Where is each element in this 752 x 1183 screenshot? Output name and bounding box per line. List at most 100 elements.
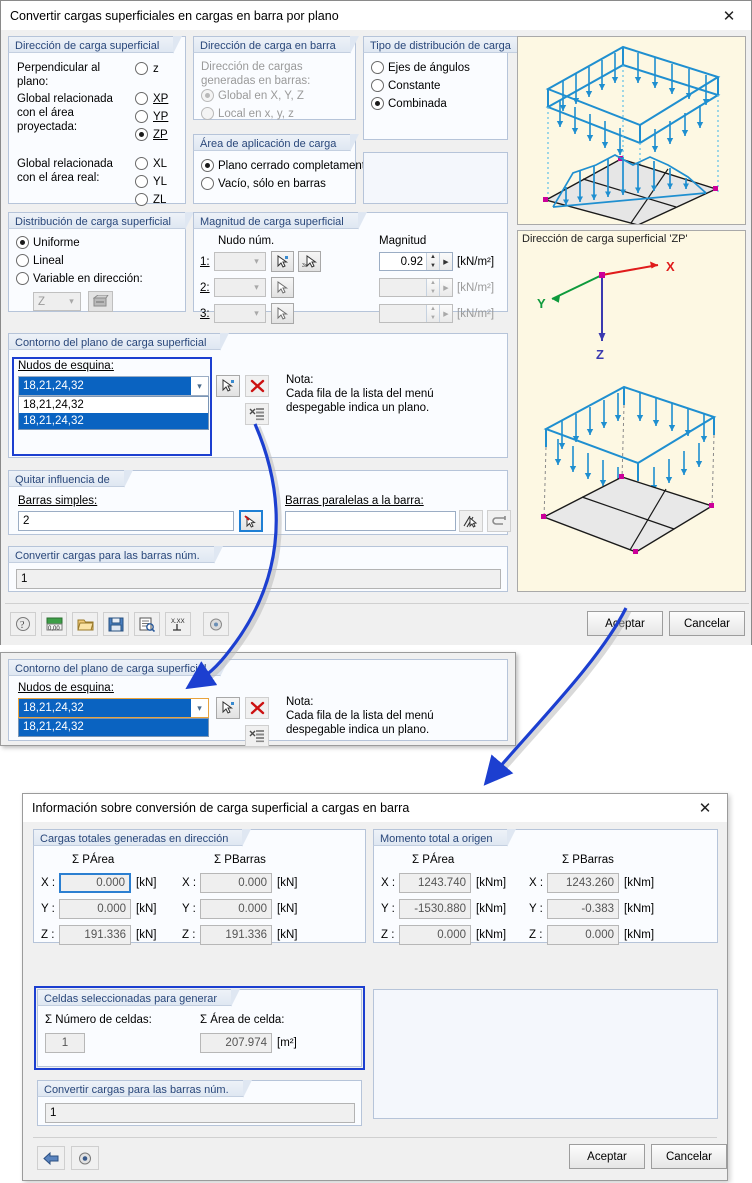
group-title: Celdas seleccionadas para generar [37,989,241,1007]
radio-linear[interactable] [16,254,29,267]
header-sum-p-members: Σ PBarras [214,853,266,867]
total-loads-z-members[interactable]: 191.336 [200,925,272,945]
svg-text:0,00: 0,00 [48,626,60,632]
units-decimals-icon[interactable]: X.XX [165,612,191,636]
cell-area-value[interactable]: 207.974 [200,1033,272,1053]
delete-list-row-icon[interactable] [245,403,269,425]
label-cell-area: Σ Área de celda: [200,1014,285,1026]
pick-node-icon[interactable] [271,251,294,272]
pick-parallel-members-icon[interactable] [459,510,483,532]
pick-nodes-icon[interactable] [216,375,240,397]
corner-nodes-value: 18,21,24,32 [19,377,191,395]
dropdown-item-0[interactable]: 18,21,24,32 [19,719,208,736]
total-moment-z-members[interactable]: 0.000 [547,925,619,945]
print-preview-icon[interactable] [134,612,160,636]
row-x-axis-label-2: X : [529,877,544,889]
row-2-index: 2: [200,282,210,294]
label-parallel-members: Barras paralelas a la barra: [285,495,424,507]
radio-angle-axes[interactable] [371,61,384,74]
pick-node-icon-3 [271,303,294,324]
corner-nodes-dropdown[interactable]: 18,21,24,32 18,21,24,32 [18,396,209,430]
pick-parallel-glyph [463,515,478,528]
total-moment-y-members[interactable]: -0.383 [547,899,619,919]
row-1-index: 1: [200,256,210,268]
total-moment-x-members[interactable]: 1243.260 [547,873,619,893]
note-line-2: despegable indica un plano. [286,724,430,736]
group-distribution-type: Tipo de distribución de carga Ejes de án… [363,36,534,140]
spinner-updown-1[interactable]: ▲ ▼ [426,253,439,270]
preview-axes-and-model: X Y Z [537,259,717,555]
total-loads-y-members[interactable]: 0.000 [200,899,272,919]
radio-yl-label: YL [153,176,168,188]
node-combo-1[interactable]: ▾ [214,252,266,271]
view-mode-icon[interactable] [203,612,229,636]
default-values-icon[interactable]: 0,00 [41,612,67,636]
delete-red-x-icon[interactable] [245,697,269,719]
dropdown-item-0[interactable]: 18,21,24,32 [23,399,84,411]
open-folder-icon[interactable] [72,612,98,636]
label-global-real: Global relacionada con el área real: [17,158,113,184]
total-loads-y-area[interactable]: 0.000 [59,899,131,919]
radio-zl[interactable] [135,193,148,206]
close-icon[interactable]: ✕ [698,800,712,817]
corner-nodes-dropdown-zoom[interactable]: 18,21,24,32 [18,718,209,737]
label-perpendicular: Perpendicular al plano: [17,62,101,88]
radio-combined-label: Combinada [388,98,447,110]
info-ok-button[interactable]: Aceptar [569,1144,645,1169]
radio-xl[interactable] [135,157,148,170]
radio-yl[interactable] [135,175,148,188]
pick-3-nodes-icon[interactable]: 3x [298,251,321,272]
total-loads-x-members[interactable]: 0.000 [200,873,272,893]
unit-z-members: [kN] [277,929,298,941]
total-loads-x-area[interactable]: 0.000 [59,873,131,893]
radio-z[interactable] [135,62,148,75]
delete-list-row-icon[interactable] [245,725,269,747]
cancel-button[interactable]: Cancelar [669,611,745,636]
note-line-1: Cada fila de la lista del menú [286,710,434,722]
radio-variable-direction[interactable] [16,272,29,285]
help-icon[interactable]: ? [10,612,36,636]
chevron-down-icon[interactable]: ▾ [197,702,202,713]
radio-constant[interactable] [371,79,384,92]
unit-x-area: [kNm] [476,877,507,889]
magnitude-spin-1[interactable]: 0.92 ▲ ▼ ▶ [379,252,453,271]
row-z-axis-label-2: Z : [182,929,196,941]
back-arrow-icon[interactable] [37,1146,65,1170]
close-icon[interactable]: ✕ [722,7,736,25]
single-members-input[interactable]: 2 [18,511,234,531]
cell-count-value[interactable]: 1 [45,1033,85,1053]
spinner-more-1[interactable]: ▶ [439,253,452,270]
label-corner-nodes: Nudos de esquina: [18,682,114,694]
total-moment-z-area[interactable]: 0.000 [399,925,471,945]
radio-xp[interactable] [135,92,148,105]
header-sum-p-area: Σ PÁrea [412,853,454,867]
delete-red-x-icon[interactable] [245,375,269,397]
pick-nodes-icon[interactable] [216,697,240,719]
radio-combined[interactable] [371,97,384,110]
radio-closed-plane[interactable] [201,159,214,172]
radio-yp[interactable] [135,110,148,123]
corner-nodes-combo-zoom[interactable]: 18,21,24,32 ▾ [18,698,209,718]
corner-nodes-combo[interactable]: 18,21,24,32 ▾ [18,376,209,396]
eye-visibility-icon[interactable] [71,1146,99,1170]
convert-members-input[interactable]: 1 [16,569,501,589]
radio-zp[interactable] [135,128,148,141]
total-moment-y-area[interactable]: -1530.880 [399,899,471,919]
save-icon[interactable] [103,612,129,636]
pick-member-icon[interactable] [239,510,263,532]
total-loads-z-area[interactable]: 191.336 [59,925,131,945]
convert-members-input[interactable]: 1 [45,1103,355,1123]
radio-uniform[interactable] [16,236,29,249]
surface-load-direction-preview: Dirección de carga superficial 'ZP' [517,230,746,592]
ok-button[interactable]: Aceptar [587,611,663,636]
info-cancel-button[interactable]: Cancelar [651,1144,727,1169]
parallel-members-input[interactable] [285,511,456,531]
radio-empty-members-only[interactable] [201,177,214,190]
total-moment-x-area[interactable]: 1243.740 [399,873,471,893]
dropdown-item-1[interactable]: 18,21,24,32 [19,413,208,429]
magnitude-value-1: 0.92 [400,256,423,268]
default-values-glyph: 0,00 [46,617,62,632]
chevron-down-icon[interactable]: ▾ [197,380,202,391]
label-global-projected: Global relacionada con el área proyectad… [17,93,113,133]
row-z-axis-label: Z : [381,929,395,941]
